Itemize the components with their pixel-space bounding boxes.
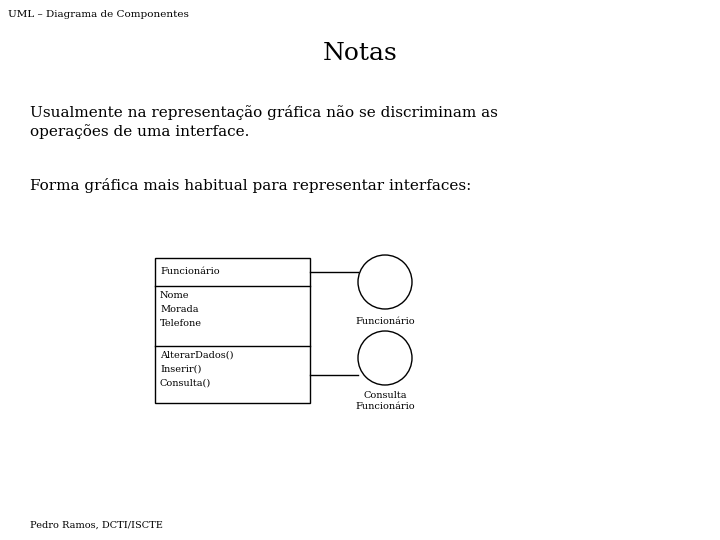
Bar: [155, 258, 310, 403]
Text: Nome: Nome: [160, 291, 189, 300]
Text: Funcionário: Funcionário: [160, 267, 220, 276]
Text: Telefone: Telefone: [160, 319, 202, 328]
Text: Inserir(): Inserir(): [160, 365, 202, 374]
Text: Consulta(): Consulta(): [160, 379, 211, 388]
Text: Consulta
Funcionário: Consulta Funcionário: [355, 391, 415, 411]
Text: Usualmente na representação gráfica não se discriminam as
operações de uma inter: Usualmente na representação gráfica não …: [30, 105, 498, 139]
Text: Funcionário: Funcionário: [355, 317, 415, 326]
Text: Notas: Notas: [323, 42, 397, 65]
Text: UML – Diagrama de Componentes: UML – Diagrama de Componentes: [8, 10, 189, 19]
Circle shape: [358, 331, 412, 385]
Text: Morada: Morada: [160, 305, 199, 314]
Text: Pedro Ramos, DCTI/ISCTE: Pedro Ramos, DCTI/ISCTE: [30, 521, 163, 530]
Circle shape: [358, 255, 412, 309]
Text: Forma gráfica mais habitual para representar interfaces:: Forma gráfica mais habitual para represe…: [30, 178, 472, 193]
Text: AlterarDados(): AlterarDados(): [160, 351, 233, 360]
